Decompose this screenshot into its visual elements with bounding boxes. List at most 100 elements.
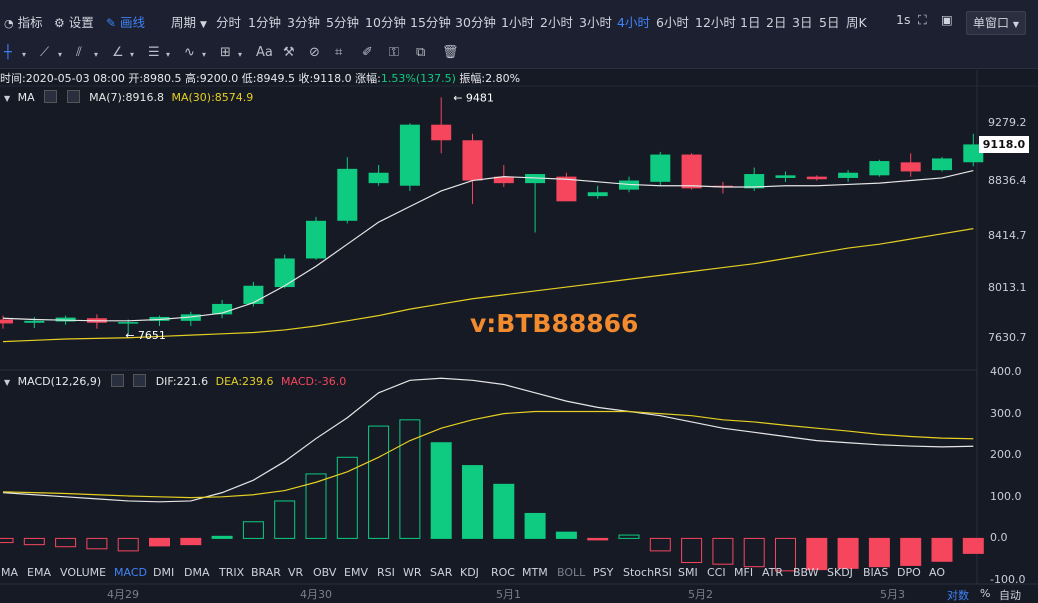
indicator-tab-smi[interactable]: SMI <box>678 566 698 579</box>
indicator-tab-stochrsi[interactable]: StochRSI <box>623 566 672 579</box>
chevron-down-icon[interactable]: ▾ <box>130 50 135 59</box>
candle-body <box>337 168 358 221</box>
candle-body <box>462 140 483 181</box>
interval-10[interactable]: 4小时 <box>617 15 650 30</box>
indicator-tab-dpo[interactable]: DPO <box>897 566 921 579</box>
indicator-tab-ao[interactable]: AO <box>929 566 945 579</box>
indicator-tab-mtm[interactable]: MTM <box>522 566 548 579</box>
interval-12[interactable]: 12小时 <box>695 15 736 30</box>
close-icon[interactable] <box>133 374 147 387</box>
interval-9[interactable]: 3小时 <box>579 15 612 30</box>
eye-icon[interactable]: ⧉ <box>416 45 426 60</box>
trash-icon[interactable]: 🗑 <box>442 45 459 60</box>
interval-7[interactable]: 1小时 <box>501 15 534 30</box>
close-icon[interactable] <box>66 90 80 103</box>
indicator-tab-trix[interactable]: TRIX <box>219 566 245 579</box>
interval-11[interactable]: 6小时 <box>656 15 689 30</box>
interval-5[interactable]: 15分钟 <box>410 15 451 30</box>
interval-17[interactable]: 周K <box>846 15 867 30</box>
measure-icon[interactable]: ⚒ <box>283 45 295 60</box>
percent-toggle[interactable]: % <box>980 587 991 600</box>
indicator-tab-wr[interactable]: WR <box>403 566 422 579</box>
candle-body <box>274 258 295 288</box>
draw-label: 画线 <box>120 15 146 30</box>
refresh-rate[interactable]: 1s <box>896 12 911 27</box>
interval-6[interactable]: 30分钟 <box>455 15 496 30</box>
chevron-down-icon[interactable]: ▾ <box>22 50 27 59</box>
interval-0[interactable]: 分时 <box>216 15 242 30</box>
indicator-button[interactable]: ◔ 指标 <box>4 12 43 31</box>
settings-icon[interactable] <box>44 90 58 103</box>
indicator-tab-emv[interactable]: EMV <box>344 566 368 579</box>
lock-icon[interactable]: ⚿ <box>389 45 399 60</box>
interval-15[interactable]: 3日 <box>792 15 813 30</box>
crosshair-icon[interactable]: ┼ <box>4 45 12 60</box>
pencil-icon[interactable]: ✐ <box>362 45 373 60</box>
fullscreen-icon[interactable]: ⛶ <box>918 12 927 27</box>
indicator-tab-bbw[interactable]: BBW <box>793 566 819 579</box>
camera-icon[interactable]: ▣ <box>941 12 953 27</box>
price-tick: 8414.7 <box>988 228 1027 242</box>
price-tick: 8013.1 <box>988 280 1027 294</box>
settings-icon[interactable] <box>110 374 124 387</box>
parallel-lines-icon[interactable]: ⫽ <box>76 45 82 60</box>
ma7-value: MA(7):8916.8 <box>89 91 164 104</box>
collapse-icon[interactable]: ▼ <box>4 94 11 103</box>
interval-14[interactable]: 2日 <box>766 15 787 30</box>
interval-3[interactable]: 5分钟 <box>326 15 359 30</box>
log-toggle[interactable]: 对数 <box>947 589 969 602</box>
fibonacci-icon[interactable]: ☰ <box>148 45 160 60</box>
indicator-tab-ema[interactable]: EMA <box>27 566 51 579</box>
chevron-down-icon[interactable]: ▾ <box>166 50 171 59</box>
ruler-icon[interactable]: ⌗ <box>335 45 343 60</box>
period-dropdown[interactable]: 周期 ▼ <box>171 12 207 31</box>
chevron-down-icon[interactable]: ▾ <box>94 50 99 59</box>
macd-bar <box>55 537 77 548</box>
indicator-tab-psy[interactable]: PSY <box>593 566 614 579</box>
interval-2[interactable]: 3分钟 <box>287 15 320 30</box>
macd-bar <box>242 521 264 539</box>
indicator-tab-cci[interactable]: CCI <box>707 566 726 579</box>
indicator-tab-vr[interactable]: VR <box>288 566 304 579</box>
chevron-down-icon[interactable]: ▾ <box>202 50 207 59</box>
indicator-tab-kdj[interactable]: KDJ <box>460 566 479 579</box>
wave-icon[interactable]: ∿ <box>184 45 195 60</box>
indicator-tab-bias[interactable]: BIAS <box>863 566 889 579</box>
chevron-down-icon[interactable]: ▾ <box>58 50 63 59</box>
price-tick: 7630.7 <box>988 330 1027 344</box>
angle-icon[interactable]: ∠ <box>112 45 124 60</box>
indicator-tab-brar[interactable]: BRAR <box>251 566 281 579</box>
auto-toggle[interactable]: 自动 <box>999 589 1021 602</box>
collapse-icon[interactable]: ▼ <box>4 378 11 387</box>
chevron-down-icon[interactable]: ▾ <box>238 50 243 59</box>
settings-button[interactable]: ⚙ 设置 <box>54 12 94 31</box>
indicator-tab-rsi[interactable]: RSI <box>377 566 395 579</box>
indicator-tab-dma[interactable]: DMA <box>184 566 210 579</box>
interval-8[interactable]: 2小时 <box>540 15 573 30</box>
indicator-tab-volume[interactable]: VOLUME <box>60 566 107 579</box>
candle-body <box>368 172 389 184</box>
interval-16[interactable]: 5日 <box>819 15 840 30</box>
indicator-tab-roc[interactable]: ROC <box>491 566 515 579</box>
indicator-tab-skdj[interactable]: SKDJ <box>827 566 853 579</box>
draw-button[interactable]: ✎ 画线 <box>106 12 145 31</box>
indicator-tab-sar[interactable]: SAR <box>430 566 453 579</box>
indicator-tab-ma[interactable]: MA <box>1 566 19 579</box>
interval-4[interactable]: 10分钟 <box>365 15 406 30</box>
magnet-icon[interactable]: ⊘ <box>309 45 320 60</box>
interval-1[interactable]: 1分钟 <box>248 15 281 30</box>
window-select[interactable]: 单窗口 ▼ <box>966 11 1026 35</box>
interval-13[interactable]: 1日 <box>740 15 761 30</box>
indicator-tab-mfi[interactable]: MFI <box>734 566 754 579</box>
rect-icon[interactable]: ⊞ <box>220 45 231 60</box>
indicator-tab-dmi[interactable]: DMI <box>153 566 175 579</box>
trend-line-icon[interactable]: ⟋ <box>40 45 50 60</box>
indicator-tab-obv[interactable]: OBV <box>313 566 337 579</box>
indicator-tab-boll[interactable]: BOLL <box>557 566 586 579</box>
candle-body <box>243 285 264 304</box>
text-tool[interactable]: Aa <box>256 45 273 60</box>
indicator-tab-atr[interactable]: ATR <box>762 566 784 579</box>
indicator-tab-macd[interactable]: MACD <box>114 566 147 579</box>
info-amplitude: 振幅:2.80% <box>459 72 521 85</box>
